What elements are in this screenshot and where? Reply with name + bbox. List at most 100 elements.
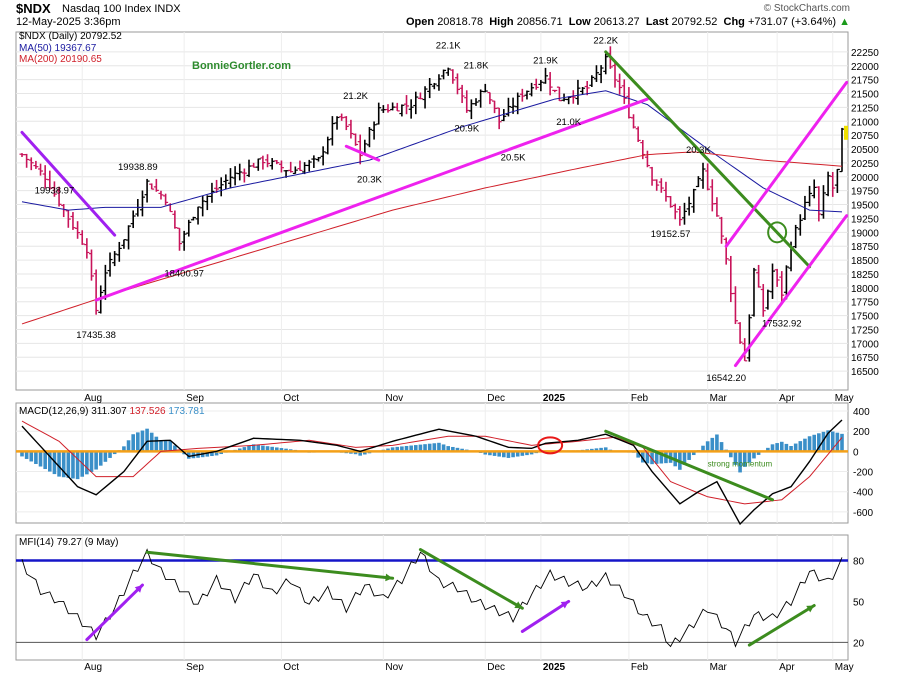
price-tick-label: 22250 bbox=[851, 48, 879, 59]
x-axis-label-top: Dec bbox=[487, 393, 505, 404]
macd-histogram-bar bbox=[719, 442, 724, 452]
macd-histogram-bar bbox=[94, 451, 98, 470]
price-annotation: 19938.97 bbox=[35, 185, 75, 196]
x-axis-label-bottom: Mar bbox=[710, 662, 728, 673]
macd-histogram-bar bbox=[85, 451, 89, 475]
price-tick-label: 21750 bbox=[851, 76, 879, 87]
price-tick-label: 17500 bbox=[851, 312, 879, 323]
macd-histogram-bar bbox=[807, 436, 812, 452]
macd-annotation: strong momentum bbox=[708, 460, 773, 469]
macd-histogram-bar bbox=[173, 445, 177, 452]
price-annotation: 21.2K bbox=[343, 91, 368, 102]
macd-legend-name: MACD(12,26,9) bbox=[19, 406, 91, 417]
mfi-line bbox=[21, 548, 843, 648]
macd-histogram-bar bbox=[502, 451, 506, 458]
price-tick-label: 22000 bbox=[851, 62, 879, 73]
price-annotation: 16542.20 bbox=[706, 373, 746, 384]
price-annotation: 19938.89 bbox=[118, 162, 158, 173]
price-annotation: 18400.97 bbox=[164, 269, 204, 280]
price-tick-label: 21000 bbox=[851, 117, 879, 128]
symbol-title: $NDX bbox=[16, 1, 51, 16]
macd-tick-label: -400 bbox=[853, 488, 873, 499]
macd-histogram-bar bbox=[654, 451, 659, 464]
macd-tick-label: 400 bbox=[853, 407, 870, 418]
price-annotation: 20.3K bbox=[686, 145, 711, 156]
macd-histogram-bar bbox=[149, 432, 154, 452]
macd-histogram-bar bbox=[779, 441, 784, 452]
macd-histogram-bar bbox=[529, 451, 534, 455]
macd-histogram-bar bbox=[798, 441, 803, 452]
price-annotation: 20.3K bbox=[357, 174, 382, 185]
macd-histogram-bar bbox=[89, 451, 94, 472]
macd-histogram-bar bbox=[835, 432, 840, 452]
macd-histogram-bar bbox=[237, 448, 242, 452]
macd-histogram-bar bbox=[24, 451, 29, 459]
macd-histogram-bar bbox=[590, 448, 594, 452]
x-axis-label-top: Feb bbox=[631, 393, 649, 404]
macd-histogram-bar bbox=[729, 451, 733, 458]
legend-price-text: $NDX (Daily) 20792.52 bbox=[19, 31, 122, 42]
macd-histogram-bar bbox=[803, 438, 807, 452]
macd-panel-frame bbox=[15, 402, 849, 524]
macd-histogram-bar bbox=[515, 451, 520, 457]
macd-histogram-bar bbox=[812, 434, 817, 452]
macd-histogram-bar bbox=[594, 448, 599, 452]
price-tick-label: 19500 bbox=[851, 201, 879, 212]
price-annotation: 21.9K bbox=[533, 56, 558, 67]
macd-histogram-bar bbox=[770, 444, 775, 452]
mfi-trend-arrowhead bbox=[806, 605, 815, 613]
price-tick-label: 17750 bbox=[851, 298, 879, 309]
mfi-series: MFI(14) 79.27 (9 May) bbox=[16, 537, 848, 648]
price-tick-label: 17000 bbox=[851, 339, 879, 350]
macd-histogram-bar bbox=[34, 451, 38, 464]
mfi-panel-frame bbox=[15, 534, 849, 661]
x-axis-label-bottom: Sep bbox=[186, 662, 204, 673]
macd-histogram-bar bbox=[353, 451, 358, 455]
macd-histogram-bar bbox=[645, 451, 650, 464]
macd-histogram-bar bbox=[186, 451, 191, 459]
macd-histogram-bar bbox=[817, 433, 821, 452]
macd-histogram-bar bbox=[483, 451, 488, 455]
price-tick-label: 21250 bbox=[851, 103, 879, 114]
macd-trendline bbox=[604, 429, 775, 502]
macd-histogram-bar bbox=[599, 447, 603, 452]
macd-histogram-bar bbox=[261, 445, 265, 452]
price-annotation: 20.9K bbox=[454, 123, 479, 134]
macd-line bbox=[21, 419, 843, 526]
macd-histogram-bar bbox=[710, 437, 715, 452]
macd-series: strong momentum MACD(12,26,9) 311.307 137… bbox=[16, 406, 848, 526]
macd-histogram-bar bbox=[126, 440, 131, 452]
macd-histogram-bar bbox=[733, 451, 738, 465]
symbol-name: Nasdaq 100 Index INDX bbox=[62, 3, 181, 15]
macd-histogram-bar bbox=[789, 446, 793, 452]
price-series: 19938.97 17435.38 19938.89 18400.97 21.2K 20.… bbox=[19, 36, 849, 384]
macd-histogram-bar bbox=[488, 451, 492, 456]
macd-histogram-bar bbox=[520, 451, 525, 456]
legend-price: $NDX (Daily) 20792.52 bbox=[19, 31, 122, 42]
macd-highlight-circle bbox=[537, 436, 564, 455]
macd-legend-signal: 137.526 bbox=[129, 406, 168, 417]
macd-histogram-bar bbox=[57, 451, 61, 477]
price-annotation: 22.1K bbox=[436, 41, 461, 52]
price-tick-label: 20750 bbox=[851, 131, 879, 142]
price-tick-label: 16750 bbox=[851, 353, 879, 364]
price-tick-label: 17250 bbox=[851, 325, 879, 336]
macd-histogram-bar bbox=[358, 451, 362, 456]
price-annotation: 21.0K bbox=[556, 117, 581, 128]
mfi-trendline bbox=[145, 550, 395, 580]
macd-histogram-bar bbox=[275, 447, 279, 452]
legend-ma50-text: MA(50) 19367.67 bbox=[19, 43, 97, 54]
price-tick-label: 20500 bbox=[851, 145, 879, 156]
price-annotation: 17435.38 bbox=[76, 330, 116, 341]
macd-histogram-bar bbox=[145, 428, 149, 452]
macd-histogram-bar bbox=[20, 451, 24, 457]
macd-histogram-bar bbox=[61, 451, 66, 478]
macd-histogram-bar bbox=[66, 451, 71, 478]
macd-tick-label: 200 bbox=[853, 427, 870, 438]
macd-histogram-bar bbox=[511, 451, 515, 458]
macd-histogram-bar bbox=[427, 443, 432, 452]
watermark: BonnieGortler.com bbox=[192, 60, 292, 72]
x-axis-label-bottom: May bbox=[835, 662, 854, 673]
macd-histogram-bar bbox=[52, 451, 57, 475]
